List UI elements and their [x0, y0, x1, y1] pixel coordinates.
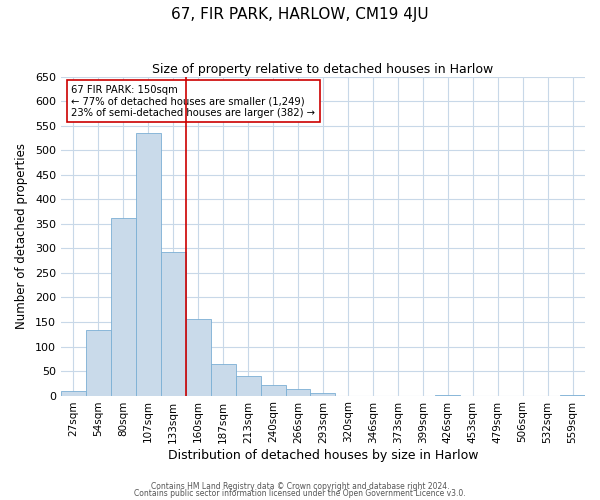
Bar	[111, 218, 136, 396]
Y-axis label: Number of detached properties: Number of detached properties	[15, 143, 28, 329]
Text: Contains HM Land Registry data © Crown copyright and database right 2024.: Contains HM Land Registry data © Crown c…	[151, 482, 449, 491]
Bar	[136, 133, 161, 396]
Bar	[236, 376, 260, 396]
X-axis label: Distribution of detached houses by size in Harlow: Distribution of detached houses by size …	[168, 450, 478, 462]
Text: Contains public sector information licensed under the Open Government Licence v3: Contains public sector information licen…	[134, 490, 466, 498]
Bar	[560, 394, 585, 396]
Bar	[186, 318, 211, 396]
Title: Size of property relative to detached houses in Harlow: Size of property relative to detached ho…	[152, 62, 494, 76]
Bar	[61, 390, 86, 396]
Text: 67, FIR PARK, HARLOW, CM19 4JU: 67, FIR PARK, HARLOW, CM19 4JU	[171, 8, 429, 22]
Bar	[86, 330, 111, 396]
Bar	[161, 252, 186, 396]
Bar	[260, 385, 286, 396]
Text: 67 FIR PARK: 150sqm
← 77% of detached houses are smaller (1,249)
23% of semi-det: 67 FIR PARK: 150sqm ← 77% of detached ho…	[71, 84, 316, 118]
Bar	[211, 364, 236, 396]
Bar	[310, 393, 335, 396]
Bar	[286, 388, 310, 396]
